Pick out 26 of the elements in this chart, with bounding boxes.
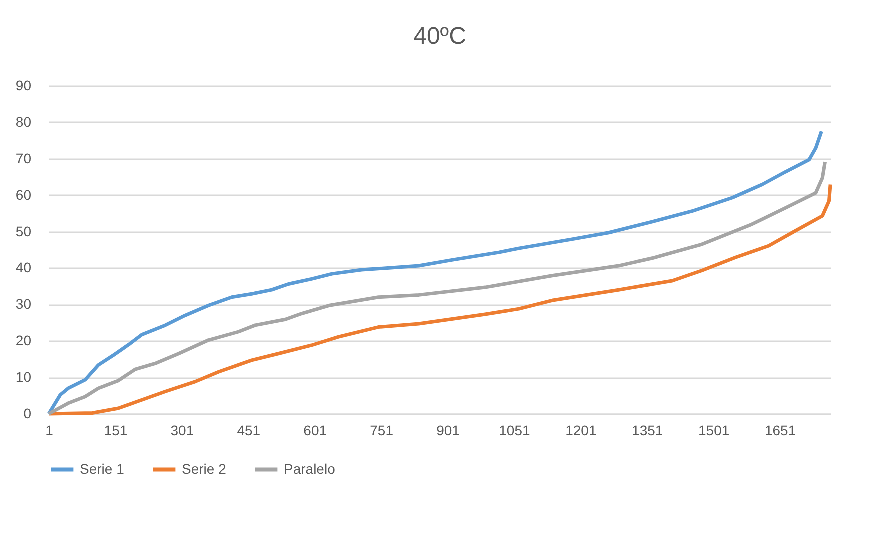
y-tick-label: 40 [16, 260, 32, 276]
x-tick-label: 151 [104, 422, 128, 438]
chart-title: 40ºC [414, 23, 466, 50]
x-tick-label: 1 [46, 422, 54, 438]
y-tick-label: 60 [16, 186, 32, 203]
legend-label: Serie 2 [182, 460, 227, 477]
x-tick-label: 751 [370, 422, 394, 438]
y-tick-label: 30 [16, 296, 32, 312]
y-tick-label: 0 [24, 406, 32, 422]
y-tick-label: 10 [16, 369, 32, 386]
y-tick-label: 50 [16, 223, 32, 240]
y-tick-label: 90 [16, 78, 32, 94]
x-tick-label: 1201 [566, 422, 597, 438]
y-tick-label: 70 [16, 150, 32, 166]
y-tick-label: 80 [16, 114, 32, 130]
x-tick-label: 601 [304, 422, 328, 438]
legend-label: Serie 1 [80, 460, 125, 477]
x-tick-label: 1501 [698, 422, 730, 438]
x-tick-label: 1651 [764, 422, 796, 438]
x-tick-label: 1351 [632, 422, 664, 438]
x-tick-label: 301 [170, 422, 194, 438]
y-tick-label: 20 [16, 332, 32, 349]
legend-label: Paralelo [284, 460, 336, 477]
x-tick-label: 451 [237, 422, 261, 438]
x-tick-label: 1051 [499, 422, 530, 438]
x-tick-label: 901 [436, 422, 460, 438]
